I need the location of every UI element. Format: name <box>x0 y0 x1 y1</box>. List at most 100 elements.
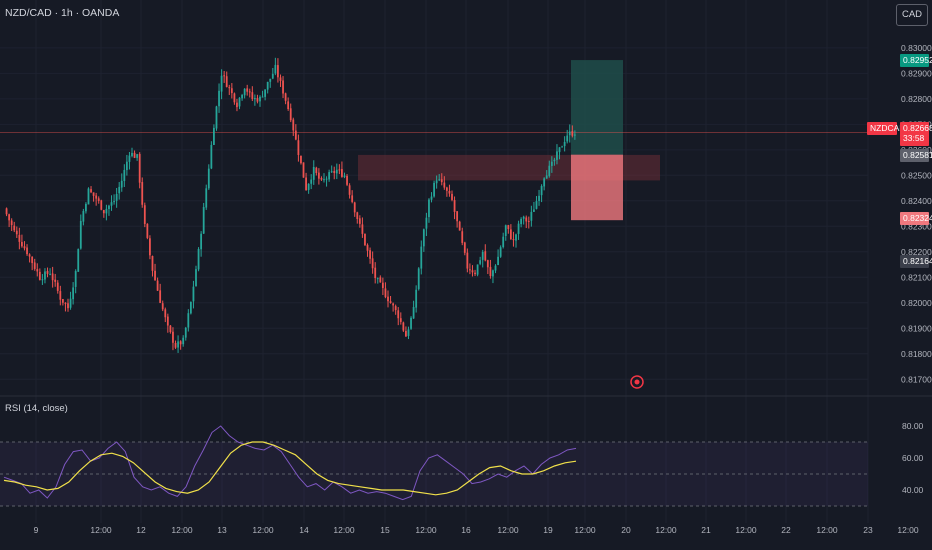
candle-body <box>364 233 366 246</box>
candle-body <box>115 194 118 201</box>
candle-body <box>13 225 16 231</box>
candle-body <box>166 316 169 326</box>
candle-body <box>69 298 72 308</box>
candle-body <box>323 179 325 181</box>
stop-badge: 0.82324 <box>900 212 932 225</box>
candle-body <box>451 193 453 200</box>
candle-body <box>384 288 387 298</box>
candle-body <box>26 247 28 255</box>
rsi-line <box>3 425 577 501</box>
candle-body <box>492 270 494 277</box>
candle-body <box>79 220 82 249</box>
candle-body <box>264 89 267 97</box>
candle-body <box>333 170 336 174</box>
candle-body <box>82 211 85 222</box>
candle-body <box>136 154 139 158</box>
time-tick-label: 12:00 <box>735 525 757 535</box>
candle-body <box>218 90 220 107</box>
candle-body <box>241 95 243 99</box>
candle-body <box>174 343 177 348</box>
price-tick-label: 0.82400 <box>901 196 932 206</box>
candle-body <box>346 175 348 185</box>
candle-body <box>51 273 54 281</box>
candle-body <box>23 246 26 249</box>
candle-body <box>141 182 144 205</box>
candle-body <box>113 201 115 203</box>
candle-body <box>179 341 182 345</box>
target-badge-bg <box>900 54 929 67</box>
candle-body <box>131 152 133 157</box>
candle-body <box>46 270 49 274</box>
stop-badge-bg <box>900 212 929 225</box>
price-tick-label: 0.82000 <box>901 298 932 308</box>
candle-body <box>481 251 484 260</box>
price-tick-label: 0.82800 <box>901 94 932 104</box>
time-tick-label: 12:00 <box>415 525 437 535</box>
candle-body <box>38 271 41 280</box>
rsi-tick-label: 40.00 <box>902 485 924 495</box>
candle-body <box>461 231 464 243</box>
candle-body <box>341 169 343 177</box>
time-tick-label: 20 <box>621 525 631 535</box>
candle-body <box>138 153 141 183</box>
candle-body <box>348 185 351 195</box>
event-marker-icon <box>630 375 644 389</box>
candle-body <box>189 301 192 314</box>
time-tick-label: 12:00 <box>574 525 596 535</box>
event-marker-dot <box>634 379 640 385</box>
candle-body <box>300 155 302 164</box>
time-tick-label: 12:00 <box>333 525 355 535</box>
candle-body <box>200 233 203 250</box>
candle-body <box>228 87 231 89</box>
candle-body <box>236 102 238 108</box>
candle-body <box>520 218 523 225</box>
marker-badge: 0.82164 <box>900 255 932 268</box>
candle-body <box>497 256 499 266</box>
candle-body <box>197 249 200 270</box>
candle-body <box>489 266 492 276</box>
candle-body <box>161 303 164 310</box>
candle-body <box>407 329 410 336</box>
candle-body <box>558 147 561 153</box>
target-badge-text: 0.82952 <box>903 55 932 65</box>
price-tick-label: 0.82100 <box>901 272 932 282</box>
candle-body <box>215 106 218 129</box>
candle-body <box>512 239 515 241</box>
candle-body <box>44 271 46 280</box>
candle-body <box>210 144 213 169</box>
candle-body <box>530 211 533 221</box>
candle-body <box>469 269 471 271</box>
candle-body <box>568 131 571 136</box>
time-tick-label: 21 <box>701 525 711 535</box>
candle-body <box>553 159 556 162</box>
time-tick-label: 22 <box>781 525 791 535</box>
target-zone <box>571 60 623 155</box>
candle-body <box>253 98 256 100</box>
time-tick-label: 16 <box>461 525 471 535</box>
candle-body <box>453 200 456 212</box>
candle-body <box>517 223 520 234</box>
candle-body <box>123 169 126 182</box>
candle-body <box>61 299 64 303</box>
candle-body <box>72 287 75 300</box>
candle-body <box>443 182 446 188</box>
candle-body <box>366 244 369 251</box>
candle-body <box>571 131 574 136</box>
candle-body <box>307 183 310 191</box>
candle-body <box>287 101 290 110</box>
candle-body <box>504 225 507 236</box>
candle-body <box>292 119 295 131</box>
candle-body <box>494 265 497 271</box>
candle-body <box>248 91 251 93</box>
candle-body <box>353 202 356 213</box>
candle-body <box>476 264 479 275</box>
candle-body <box>563 141 566 147</box>
entry-badge-bg <box>900 149 929 162</box>
currency-button[interactable]: CAD <box>896 4 928 26</box>
candle-body <box>92 192 95 196</box>
candle-body <box>97 198 100 201</box>
candle-body <box>325 178 328 180</box>
candle-body <box>77 249 80 272</box>
